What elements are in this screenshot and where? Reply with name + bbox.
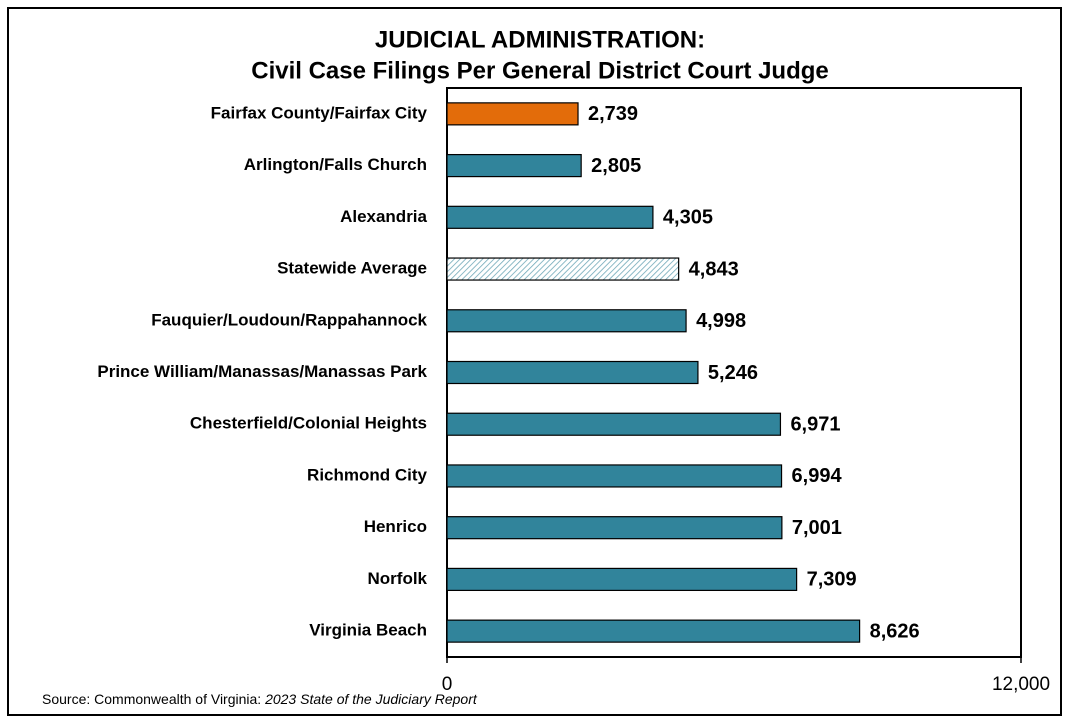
data-label: 6,994 xyxy=(792,465,843,487)
bar xyxy=(446,567,798,592)
bar xyxy=(446,464,783,488)
source-report: 2023 State of the Judiciary Report xyxy=(264,691,478,707)
outer-border xyxy=(7,7,1062,716)
bar xyxy=(446,516,783,540)
data-label: 8,626 xyxy=(870,620,920,642)
chart-subtitle: Civil Case Filings Per General District … xyxy=(251,57,829,84)
data-label: 4,843 xyxy=(689,258,739,280)
data-label: 6,971 xyxy=(790,414,840,436)
data-label: 4,998 xyxy=(696,310,746,332)
y-tick-label: Henrico xyxy=(364,517,427,536)
data-label: 2,739 xyxy=(588,103,638,125)
data-label: 7,309 xyxy=(807,569,857,591)
bar xyxy=(446,309,687,333)
x-tick-label: 0 xyxy=(442,674,453,695)
bar xyxy=(446,360,699,385)
data-label: 7,001 xyxy=(792,517,842,539)
bar xyxy=(446,257,680,281)
y-tick-label: Norfolk xyxy=(368,569,428,588)
y-tick-label: Alexandria xyxy=(340,207,427,226)
y-tick-label: Arlington/Falls Church xyxy=(244,155,427,174)
bar xyxy=(446,153,582,178)
bar xyxy=(446,102,579,126)
source-text: Source: Commonwealth of Virginia: xyxy=(42,691,261,707)
bar xyxy=(446,205,654,229)
data-label: 5,246 xyxy=(708,362,758,384)
y-tick-label: Virginia Beach xyxy=(309,621,427,640)
chart-title: JUDICIAL ADMINISTRATION: xyxy=(375,26,705,53)
y-tick-label: Fairfax County/Fairfax City xyxy=(211,103,428,122)
bar xyxy=(446,619,861,643)
source: Source: Commonwealth of Virginia: 2023 S… xyxy=(42,691,478,707)
y-tick-label: Prince William/Manassas/Manassas Park xyxy=(97,362,427,381)
y-tick-label: Richmond City xyxy=(307,465,427,484)
data-label: 4,305 xyxy=(663,207,713,229)
data-label: 2,805 xyxy=(591,155,641,177)
y-tick-label: Fauquier/Loudoun/Rappahannock xyxy=(151,310,427,329)
x-tick-label: 12,000 xyxy=(992,674,1050,695)
bar xyxy=(446,412,782,436)
y-tick-label: Chesterfield/Colonial Heights xyxy=(190,414,427,433)
y-tick-label: Statewide Average xyxy=(277,259,427,278)
